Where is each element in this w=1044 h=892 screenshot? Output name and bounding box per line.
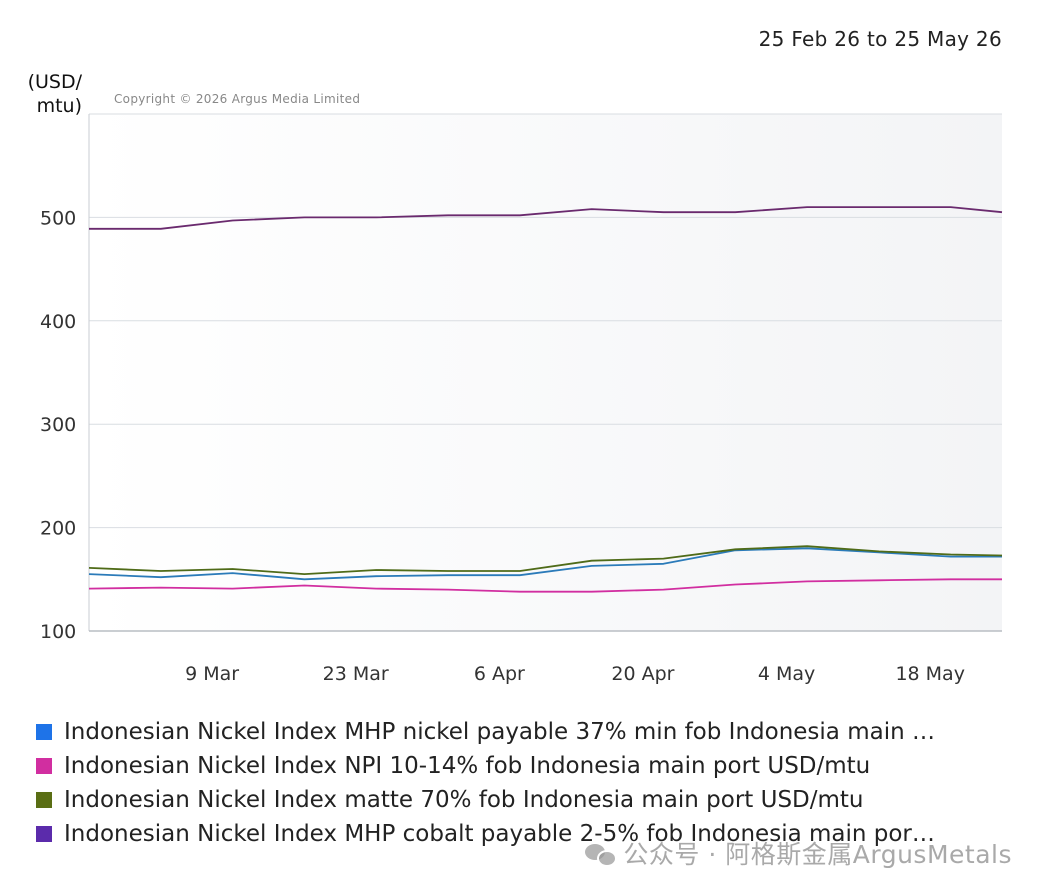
copyright-notice: Copyright © 2026 Argus Media Limited — [114, 92, 361, 106]
legend-swatch — [36, 792, 52, 808]
y-tick-label: 200 — [40, 518, 76, 540]
plot-area — [89, 114, 1002, 631]
series-line-0 — [88, 547, 1002, 581]
y-tick-label: 100 — [40, 621, 76, 643]
legend-item[interactable]: Indonesian Nickel Index NPI 10-14% fob I… — [36, 749, 996, 783]
x-tick-label: 6 Apr — [474, 663, 525, 685]
legend-label: Indonesian Nickel Index matte 70% fob In… — [64, 787, 864, 813]
legend-swatch — [36, 826, 52, 842]
x-tick-label: 9 Mar — [185, 663, 239, 685]
legend-item[interactable]: Indonesian Nickel Index matte 70% fob In… — [36, 783, 996, 817]
line-chart: 100 200 300 400 500 9 Mar 23 Mar 6 Apr 20 Apr 4 M… — [40, 113, 1003, 685]
legend-swatch — [36, 758, 52, 774]
y-tick-label: 400 — [40, 311, 76, 333]
legend-swatch — [36, 724, 52, 740]
legend-item[interactable]: Indonesian Nickel Index MHP cobalt payab… — [36, 817, 996, 851]
legend-label: Indonesian Nickel Index NPI 10-14% fob I… — [64, 753, 871, 779]
x-tick-label: 4 May — [758, 663, 815, 685]
watermark: 公众号 · 阿格斯金属ArgusMetals — [585, 835, 1012, 871]
watermark-text: 公众号 · 阿格斯金属ArgusMetals — [623, 840, 1012, 869]
x-tick-label: 20 Apr — [611, 663, 674, 685]
wechat-icon — [585, 842, 618, 867]
legend-label: Indonesian Nickel Index MHP nickel payab… — [64, 719, 935, 745]
series-line-2 — [88, 545, 1003, 575]
y-tick-label: 500 — [40, 207, 76, 229]
legend-item[interactable]: Indonesian Nickel Index MHP nickel payab… — [36, 715, 996, 749]
series-line-3 — [89, 206, 1003, 230]
x-tick-label: 18 May — [895, 663, 965, 685]
x-tick-label: 23 Mar — [323, 663, 389, 685]
y-tick-label: 300 — [40, 414, 76, 436]
date-range-label: 25 Feb 26 to 25 May 26 — [758, 27, 1002, 51]
legend-label: Indonesian Nickel Index MHP cobalt payab… — [64, 821, 935, 847]
chart-legend: Indonesian Nickel Index MHP nickel payab… — [36, 715, 996, 851]
series-line-1 — [88, 578, 1002, 593]
y-axis-unit-label: (USD/ mtu) — [27, 71, 82, 117]
